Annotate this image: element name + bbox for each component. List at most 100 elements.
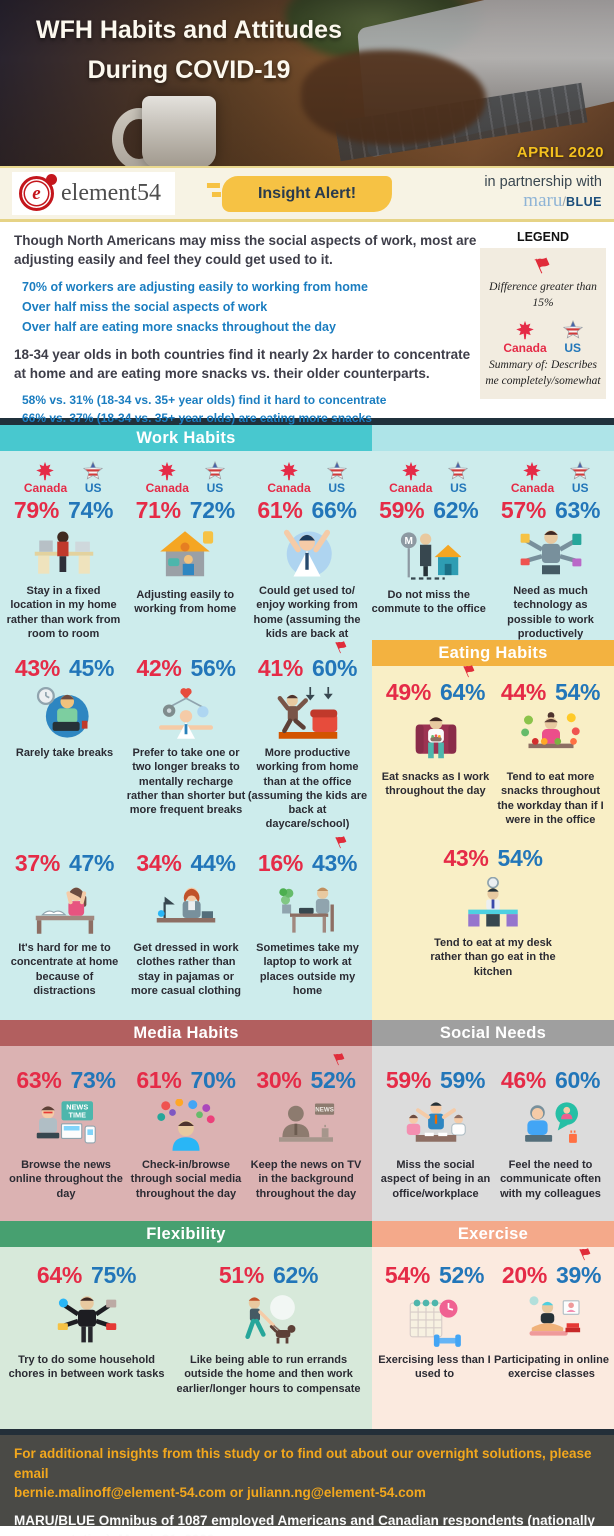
- email-link-juliann[interactable]: juliann.ng@element-54.com: [246, 1485, 426, 1501]
- stat-illustration: [55, 1292, 119, 1350]
- canada-flag-block: Canada: [146, 461, 189, 495]
- stat-caption: Check-in/browse through social media thr…: [130, 1159, 242, 1200]
- run-errands-icon: [244, 1295, 295, 1344]
- stat-communicate: 46% 60% Feel the need to communicate oft…: [493, 1066, 608, 1221]
- stat-caption: Stay in a fixed location in my home rath…: [6, 585, 121, 640]
- stat-illustration: [154, 1097, 218, 1155]
- us-percent: 52%: [439, 1262, 485, 1288]
- work-habits-rows: 43% 45% Rarely take breaks 42% 56%: [0, 637, 372, 1020]
- canada-percent: 59%: [379, 497, 425, 523]
- canada-flag-icon: [516, 320, 534, 340]
- work-clothes-icon: [156, 887, 216, 923]
- percent-pair: 44% 54%: [501, 679, 601, 706]
- flexibility-title: Flexibility: [0, 1221, 372, 1247]
- section-divider: [0, 418, 614, 425]
- legend-diff-caption: Difference greater than 15%: [489, 281, 597, 309]
- stat-caption: Sometimes take my laptop to work at plac…: [256, 942, 359, 997]
- percent-pair: 63% 73%: [16, 1067, 116, 1094]
- canada-percent: 16%: [257, 850, 303, 876]
- page-title: WFH Habits and Attitudes During COVID-19: [16, 10, 362, 90]
- canada-flag-block: Canada: [511, 461, 554, 495]
- stat-caption: More productive working from home than a…: [247, 747, 368, 831]
- canada-percent: 42%: [136, 655, 182, 681]
- stat-caption: Browse the news online throughout the da…: [9, 1159, 123, 1200]
- percent-pair: 59% 62%: [379, 497, 479, 524]
- stat-caption: Like being able to run errands outside t…: [176, 1354, 361, 1395]
- communicate-colleagues-icon: [524, 1102, 578, 1143]
- canada-percent: 41%: [257, 655, 303, 681]
- stat-eat-at-desk: 43% 54% Tend to eat at my desk rather th…: [418, 844, 568, 1020]
- mug-photo-shape: [142, 96, 216, 166]
- stat-miss-social: 59% 59% Miss the social aspect of being …: [378, 1066, 493, 1221]
- flag-labels: Canada US: [24, 461, 103, 495]
- stat-illustration: M: [397, 527, 461, 585]
- percent-pair: 79% 74%: [14, 497, 114, 524]
- partnership-text: in partnership with: [484, 174, 602, 191]
- stat-illustration: [32, 527, 96, 581]
- canada-flag-block: Canada: [267, 461, 311, 495]
- stat-illustration: [153, 527, 217, 585]
- maru-blue-logo: maru/BLUE: [484, 190, 602, 212]
- intro-bullets-2: 58% vs. 31% (18-34 vs. 35+ year olds) fi…: [14, 391, 478, 428]
- stat-caption: Tend to eat at my desk rather than go ea…: [430, 937, 556, 978]
- percent-pair: ⚑ 16% 43%: [257, 832, 358, 877]
- percent-pair: 61% 66%: [257, 497, 357, 524]
- us-flag-block: US: [570, 461, 590, 495]
- exercise-row: 54% 52% Exercising less than I used to: [372, 1244, 614, 1429]
- us-percent: 64%: [440, 679, 486, 705]
- us-percent: 60%: [555, 1067, 601, 1093]
- percent-pair: 57% 63%: [501, 497, 601, 524]
- us-label: US: [450, 481, 467, 495]
- stat-illustration: [33, 880, 97, 938]
- eat-at-desk-icon: [468, 877, 518, 927]
- social-needs-row: 59% 59% Miss the social aspect of being …: [372, 1046, 614, 1221]
- canada-flag-icon: [523, 461, 542, 481]
- cheering-worker-icon: [283, 529, 332, 577]
- stat-household-chores: 64% 75% Try to do some household chores …: [4, 1261, 169, 1429]
- snacking-couch-icon: [415, 717, 456, 759]
- work-habits-title: Work Habits: [0, 425, 372, 451]
- percent-pair: 46% 60%: [501, 1067, 601, 1094]
- canada-flag-block: Canada: [24, 461, 67, 495]
- intro-bullet: 58% vs. 31% (18-34 vs. 35+ year olds) fi…: [22, 392, 387, 407]
- legend-summary-caption: Summary of: Describes me completely/some…: [485, 359, 601, 387]
- footer-divider: [0, 1429, 614, 1435]
- us-flag-icon: [83, 461, 103, 481]
- intro-bullets-1: 70% of workers are adjusting easily to w…: [14, 277, 478, 337]
- canada-percent: 59%: [385, 1067, 431, 1093]
- exercise-title: Exercise: [372, 1221, 614, 1247]
- exercise-less-icon: [409, 1299, 461, 1347]
- office-meeting-icon: [406, 1102, 466, 1142]
- us-percent: 54%: [555, 679, 601, 705]
- us-percent: 72%: [189, 497, 235, 523]
- stat-illustration: [403, 1292, 467, 1350]
- us-label: US: [206, 481, 224, 495]
- metro-m-label: M: [404, 536, 412, 547]
- us-flag-icon: [205, 461, 225, 481]
- percent-pair: 59% 59%: [385, 1067, 486, 1094]
- eating-habits-row1: ⚑ 49% 64% Eat snacks as I work throughou…: [372, 661, 614, 844]
- us-flag-icon: [570, 461, 590, 481]
- footer: For additional insights from this study …: [0, 1435, 614, 1536]
- us-percent: 45%: [69, 655, 115, 681]
- insight-alert-badge: Insight Alert!: [206, 175, 393, 212]
- hero-header: WFH Habits and Attitudes During COVID-19…: [0, 0, 614, 166]
- percent-pair: 71% 72%: [136, 497, 236, 524]
- commute-icon: M: [400, 532, 461, 580]
- stat-illustration: [276, 685, 340, 743]
- technology-multitask-icon: [520, 530, 581, 575]
- email-link-bernie[interactable]: bernie.malinoff@element-54.com: [14, 1485, 226, 1501]
- us-percent: 74%: [68, 497, 114, 523]
- canada-label: Canada: [267, 481, 311, 495]
- more-snacks-icon: [520, 712, 580, 749]
- partnership-block: in partnership with maru/BLUE: [484, 174, 602, 212]
- online-exercise-icon: [529, 1296, 580, 1336]
- us-percent: 62%: [273, 1262, 319, 1288]
- percent-pair: 54% 52%: [385, 1262, 485, 1289]
- stat-illustration: [33, 685, 97, 743]
- brand-bar: e element54 Insight Alert! in partnershi…: [0, 166, 614, 222]
- home-office-icon: [160, 531, 214, 577]
- stat-caption: Tend to eat more snacks throughout the w…: [497, 771, 604, 826]
